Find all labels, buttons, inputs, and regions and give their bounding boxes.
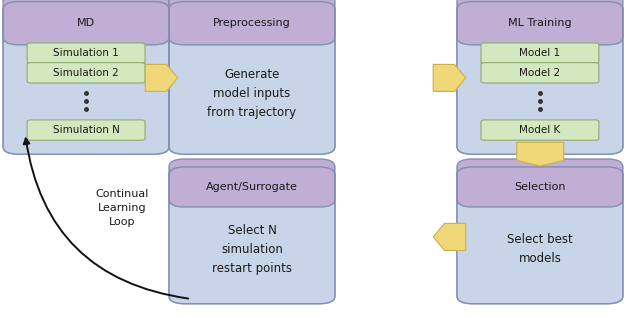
Bar: [475, 23, 605, 38]
FancyBboxPatch shape: [169, 167, 335, 304]
FancyBboxPatch shape: [481, 63, 599, 83]
FancyBboxPatch shape: [457, 0, 623, 45]
FancyBboxPatch shape: [3, 2, 169, 154]
Text: Generate
model inputs
from trajectory: Generate model inputs from trajectory: [207, 68, 297, 119]
FancyBboxPatch shape: [457, 167, 623, 304]
Text: Select best
models: Select best models: [507, 233, 573, 265]
FancyBboxPatch shape: [169, 29, 335, 154]
FancyBboxPatch shape: [481, 120, 599, 140]
FancyBboxPatch shape: [169, 159, 335, 207]
FancyBboxPatch shape: [457, 29, 623, 154]
FancyBboxPatch shape: [27, 43, 145, 63]
Text: Agent/Surrogate: Agent/Surrogate: [206, 182, 298, 192]
Text: Simulation 1: Simulation 1: [53, 48, 119, 58]
Polygon shape: [433, 223, 466, 251]
Text: Model 2: Model 2: [520, 68, 560, 78]
Text: Preprocessing: Preprocessing: [213, 18, 291, 28]
Text: Select N
simulation
restart points: Select N simulation restart points: [212, 224, 292, 275]
Text: Selection: Selection: [514, 182, 566, 192]
Text: Simulation N: Simulation N: [53, 125, 120, 135]
Text: Continual
Learning
Loop: Continual Learning Loop: [95, 189, 149, 227]
FancyBboxPatch shape: [481, 43, 599, 63]
FancyBboxPatch shape: [3, 29, 169, 154]
FancyBboxPatch shape: [27, 63, 145, 83]
Bar: [21, 23, 151, 38]
Text: Simulation 2: Simulation 2: [53, 68, 119, 78]
Bar: [187, 23, 317, 38]
FancyBboxPatch shape: [169, 2, 335, 154]
FancyBboxPatch shape: [457, 2, 623, 154]
FancyBboxPatch shape: [27, 120, 145, 140]
Polygon shape: [145, 64, 178, 91]
Bar: [475, 186, 605, 200]
FancyBboxPatch shape: [169, 191, 335, 304]
FancyBboxPatch shape: [3, 0, 169, 45]
Polygon shape: [517, 142, 563, 166]
Polygon shape: [433, 64, 466, 91]
Text: Model 1: Model 1: [520, 48, 560, 58]
FancyBboxPatch shape: [457, 159, 623, 207]
FancyBboxPatch shape: [457, 191, 623, 304]
Text: Model K: Model K: [520, 125, 560, 135]
FancyBboxPatch shape: [169, 0, 335, 45]
Text: MD: MD: [77, 18, 95, 28]
Bar: [187, 186, 317, 200]
Text: ML Training: ML Training: [508, 18, 572, 28]
